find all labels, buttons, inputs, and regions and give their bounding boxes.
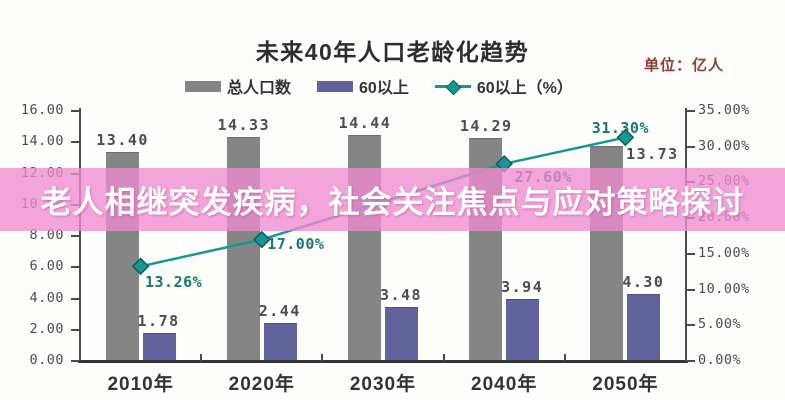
bar-60plus [627,293,661,362]
legend-item-60plus: 60以上 [317,74,409,98]
bottom-axis-line [78,360,688,363]
right-axis-tick [687,324,695,327]
legend-label-total: 总人口数 [227,80,292,97]
left-axis-tick-label: 6.00 [29,258,64,275]
right-axis-tick-label: 5.00% [698,316,742,333]
left-axis-tick-label: 8.00 [29,227,64,243]
right-axis-line [685,108,687,362]
x-axis-category-label: 2030年 [349,374,417,395]
left-axis-tick-label: 2.00 [29,320,64,337]
right-axis-tick [687,110,695,112]
bottom-axis-tick [442,354,445,361]
x-axis-category-label: 2020年 [228,374,295,395]
bar-60plus [263,322,297,362]
bar-60plus-value-label: 1.78 [137,312,180,331]
bottom-axis-tick [563,354,566,361]
left-axis-tick-label: 0.00 [29,352,64,368]
legend-swatch-60plus-icon [317,80,354,92]
bar-total-value-label: 14.44 [338,114,392,133]
right-axis-tick-label: 0.00% [698,352,742,368]
right-axis-tick-label: 15.00% [698,244,750,261]
legend-label-60plus: 60以上 [359,80,409,97]
bar-60plus-value-label: 3.48 [379,285,423,304]
right-axis-tick-label: 10.00% [698,280,750,297]
right-axis-tick-label: 30.00% [698,137,750,154]
left-axis-tick-label: 4.00 [29,289,64,306]
right-axis-tick [687,252,695,255]
left-axis-tick [71,141,79,144]
pct-point-label: 31.30% [591,119,649,138]
left-axis-line [79,108,81,362]
bar-60plus-value-label: 3.94 [501,278,544,297]
bottom-axis-tick [685,354,687,361]
legend-label-60plus-pct: 60以上（%） [476,80,573,97]
bottom-axis-tick [321,354,324,361]
bar-60plus-value-label: 4.30 [622,272,665,291]
right-axis-tick [687,145,695,148]
bar-60plus [385,306,418,362]
pct-point-label: 17.00% [267,234,325,253]
bar-total-value-label: 14.29 [459,116,513,135]
legend-item-total: 总人口数 [185,74,291,98]
headline-banner: 老人相继突发疾病，社会关注焦点与应对策略探讨 [0,168,785,231]
bar-60plus [142,333,176,362]
bar-total-value-label: 13.73 [626,145,679,163]
pct-point-label: 13.26% [145,273,203,292]
left-axis-tick-label: 16.00 [20,102,64,118]
left-axis-tick [71,266,79,269]
left-axis-tick [71,328,79,331]
chart-title: 未来40年人口老龄化趋势 [255,39,530,65]
bar-total-value-label: 14.33 [217,116,271,135]
left-axis-tick [71,235,79,237]
legend-diamond-icon [445,79,462,95]
headline-banner-text: 老人相继突发疾病，社会关注焦点与应对策略探讨 [40,185,745,220]
right-axis-tick-label: 35.00% [698,102,750,118]
legend-line-marker-icon [434,79,471,95]
bar-60plus [506,299,540,362]
bottom-axis-tick [79,354,81,361]
legend: 总人口数 60以上 60以上（%） [185,74,573,98]
right-axis-tick [687,360,695,362]
left-axis-tick-label: 14.00 [20,133,64,150]
x-axis-category-label: 2010年 [107,374,174,395]
right-axis-tick [687,288,695,291]
unit-label: 单位：亿人 [644,57,725,74]
left-axis-tick [71,360,79,362]
x-axis-category-label: 2040年 [471,374,538,395]
left-axis-tick [71,110,79,112]
left-axis-tick [71,297,79,300]
bottom-axis-tick [200,354,203,361]
bar-60plus-value-label: 2.44 [258,301,301,320]
legend-item-60plus-pct: 60以上（%） [434,74,573,98]
bar-total-value-label: 13.40 [96,130,149,149]
legend-swatch-total-icon [185,80,221,92]
x-axis-category-label: 2050年 [592,374,659,395]
